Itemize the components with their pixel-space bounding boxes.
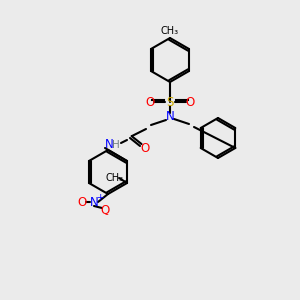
Text: O: O (185, 95, 195, 109)
Text: CH₃: CH₃ (106, 173, 124, 183)
Text: +: + (96, 194, 104, 202)
Text: N: N (105, 139, 113, 152)
Text: CH₃: CH₃ (161, 26, 179, 36)
Text: O: O (140, 142, 150, 155)
Text: O: O (77, 196, 87, 208)
Text: -: - (104, 209, 108, 219)
Text: N: N (166, 110, 174, 124)
Text: O: O (100, 203, 109, 217)
Text: S: S (166, 95, 174, 109)
Text: N: N (90, 196, 98, 208)
Text: H: H (112, 140, 120, 150)
Text: O: O (146, 95, 154, 109)
